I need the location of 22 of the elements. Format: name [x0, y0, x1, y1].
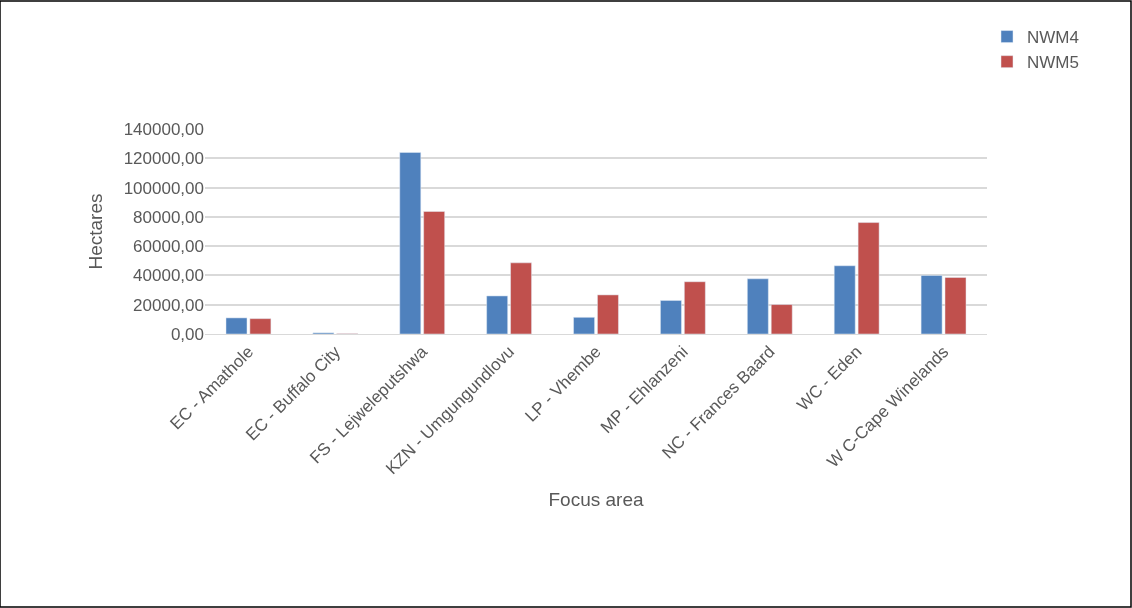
bar: [747, 278, 769, 334]
legend-label: NWM4: [1027, 28, 1079, 48]
bar: [770, 304, 793, 334]
bar: [510, 262, 532, 334]
bar: [684, 281, 706, 334]
bar: [573, 317, 595, 334]
y-tick-label: 40000,00: [133, 266, 204, 286]
y-tick-label: 100000,00: [123, 178, 204, 198]
y-tick-label: 0,00: [170, 324, 204, 344]
bar: [486, 295, 508, 334]
y-axis-title: Hectares: [85, 193, 107, 270]
y-tick-label: 60000,00: [133, 237, 204, 257]
bar: [660, 300, 682, 334]
bar: [423, 211, 445, 334]
y-tick-label: 80000,00: [133, 207, 204, 227]
bar: [399, 152, 422, 334]
x-axis-title: Focus area: [548, 488, 644, 510]
y-tick-label: 140000,00: [123, 119, 204, 139]
legend-label: NWM5: [1027, 53, 1079, 73]
y-tick-label: 20000,00: [133, 295, 204, 315]
bar: [597, 294, 619, 334]
y-tick-label: 120000,00: [123, 149, 204, 169]
